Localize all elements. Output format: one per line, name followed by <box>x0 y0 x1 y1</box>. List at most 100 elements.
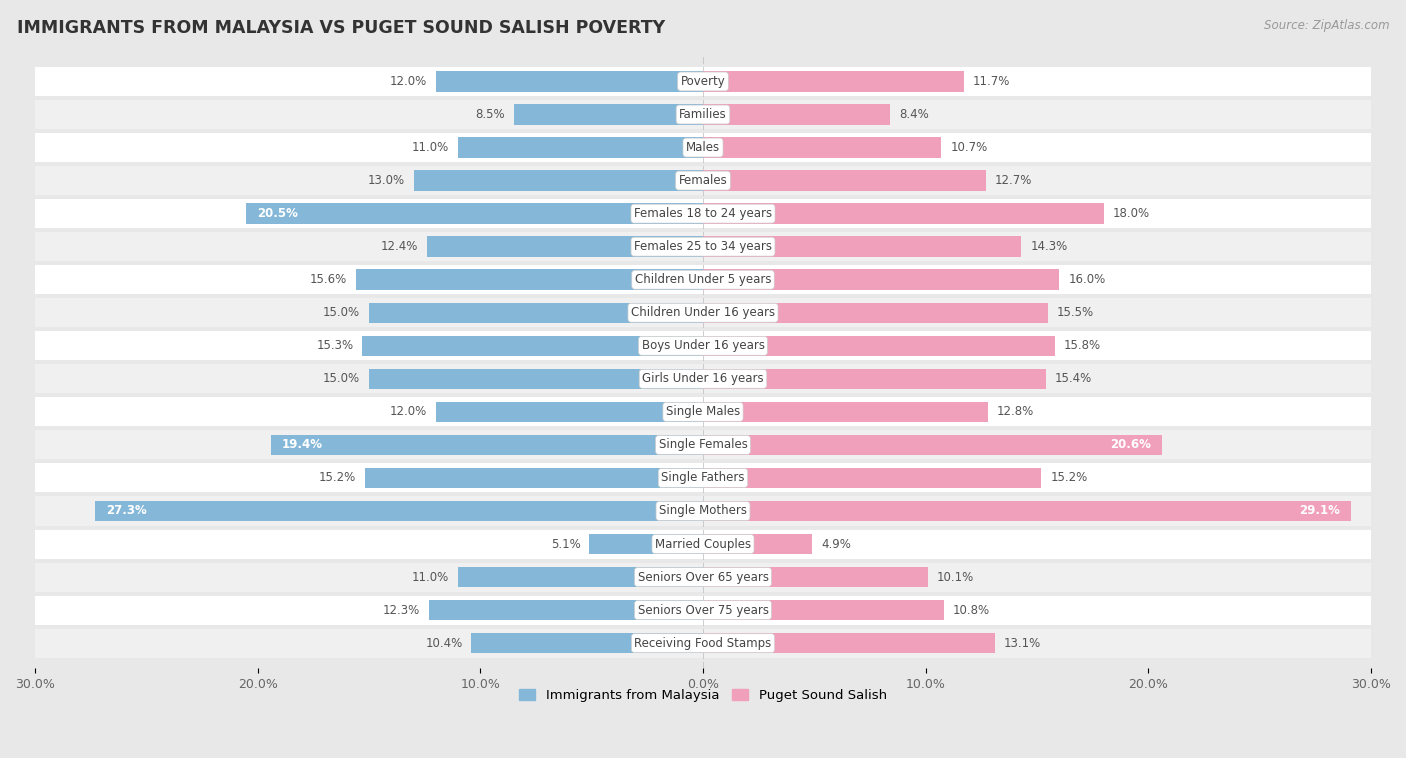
Text: 11.7%: 11.7% <box>973 75 1010 88</box>
Bar <box>363 336 703 356</box>
Bar <box>35 397 1371 427</box>
Bar <box>703 336 1054 356</box>
Bar <box>513 105 703 125</box>
Bar <box>35 133 1371 162</box>
Bar <box>35 199 1371 228</box>
Bar <box>703 567 928 587</box>
Text: Source: ZipAtlas.com: Source: ZipAtlas.com <box>1264 19 1389 32</box>
Bar <box>35 100 1371 129</box>
Bar <box>458 567 703 587</box>
Text: 15.0%: 15.0% <box>323 372 360 385</box>
Text: 8.4%: 8.4% <box>898 108 929 121</box>
Text: Single Females: Single Females <box>658 438 748 452</box>
Text: 27.3%: 27.3% <box>107 505 148 518</box>
Bar <box>35 365 1371 393</box>
Bar <box>703 368 1046 389</box>
Text: Boys Under 16 years: Boys Under 16 years <box>641 340 765 352</box>
Bar <box>96 501 703 522</box>
Text: 14.3%: 14.3% <box>1031 240 1067 253</box>
Text: 12.7%: 12.7% <box>994 174 1032 187</box>
Text: Seniors Over 75 years: Seniors Over 75 years <box>637 603 769 616</box>
Text: Females 18 to 24 years: Females 18 to 24 years <box>634 207 772 220</box>
Bar <box>703 171 986 191</box>
Text: 15.3%: 15.3% <box>316 340 353 352</box>
Text: 15.8%: 15.8% <box>1064 340 1101 352</box>
Text: 5.1%: 5.1% <box>551 537 581 550</box>
Bar <box>35 166 1371 195</box>
Bar <box>703 269 1059 290</box>
Bar <box>35 67 1371 96</box>
Bar <box>471 633 703 653</box>
Text: 13.1%: 13.1% <box>1004 637 1040 650</box>
Text: Single Males: Single Males <box>666 406 740 418</box>
Text: 13.0%: 13.0% <box>367 174 405 187</box>
Bar <box>271 434 703 455</box>
Bar <box>35 331 1371 360</box>
Bar <box>703 236 1021 257</box>
Bar <box>368 368 703 389</box>
Text: 12.3%: 12.3% <box>382 603 420 616</box>
Bar <box>703 468 1042 488</box>
Bar <box>703 600 943 620</box>
Text: 10.1%: 10.1% <box>936 571 974 584</box>
Bar <box>589 534 703 554</box>
Text: 18.0%: 18.0% <box>1112 207 1150 220</box>
Text: 12.0%: 12.0% <box>389 75 427 88</box>
Bar <box>703 71 963 92</box>
Bar <box>35 562 1371 591</box>
Bar <box>436 402 703 422</box>
Text: 20.5%: 20.5% <box>257 207 298 220</box>
Bar <box>703 105 890 125</box>
Bar <box>35 431 1371 459</box>
Bar <box>413 171 703 191</box>
Text: IMMIGRANTS FROM MALAYSIA VS PUGET SOUND SALISH POVERTY: IMMIGRANTS FROM MALAYSIA VS PUGET SOUND … <box>17 19 665 37</box>
Text: 15.6%: 15.6% <box>309 273 347 287</box>
Bar <box>703 137 941 158</box>
Text: 29.1%: 29.1% <box>1299 505 1340 518</box>
Text: Females 25 to 34 years: Females 25 to 34 years <box>634 240 772 253</box>
Bar <box>703 633 994 653</box>
Text: 15.2%: 15.2% <box>318 471 356 484</box>
Bar <box>703 302 1047 323</box>
Text: 19.4%: 19.4% <box>283 438 323 452</box>
Text: Girls Under 16 years: Girls Under 16 years <box>643 372 763 385</box>
Bar <box>427 236 703 257</box>
Text: 10.4%: 10.4% <box>425 637 463 650</box>
Text: 12.4%: 12.4% <box>381 240 418 253</box>
Text: 11.0%: 11.0% <box>412 571 449 584</box>
Text: 8.5%: 8.5% <box>475 108 505 121</box>
Text: Poverty: Poverty <box>681 75 725 88</box>
Text: 4.9%: 4.9% <box>821 537 851 550</box>
Bar <box>35 232 1371 262</box>
Bar <box>356 269 703 290</box>
Text: 10.8%: 10.8% <box>952 603 990 616</box>
Bar <box>35 298 1371 327</box>
Bar <box>436 71 703 92</box>
Bar <box>429 600 703 620</box>
Text: 12.0%: 12.0% <box>389 406 427 418</box>
Bar <box>458 137 703 158</box>
Bar <box>368 302 703 323</box>
Text: Seniors Over 65 years: Seniors Over 65 years <box>637 571 769 584</box>
Text: 15.5%: 15.5% <box>1057 306 1094 319</box>
Legend: Immigrants from Malaysia, Puget Sound Salish: Immigrants from Malaysia, Puget Sound Sa… <box>515 684 891 707</box>
Text: Families: Families <box>679 108 727 121</box>
Text: 12.8%: 12.8% <box>997 406 1035 418</box>
Bar <box>246 203 703 224</box>
Bar <box>35 628 1371 658</box>
Text: Children Under 5 years: Children Under 5 years <box>634 273 772 287</box>
Text: Single Mothers: Single Mothers <box>659 505 747 518</box>
Bar <box>364 468 703 488</box>
Bar <box>35 596 1371 625</box>
Text: Children Under 16 years: Children Under 16 years <box>631 306 775 319</box>
Bar <box>35 463 1371 493</box>
Text: Males: Males <box>686 141 720 154</box>
Text: Single Fathers: Single Fathers <box>661 471 745 484</box>
Bar <box>703 501 1351 522</box>
Text: Receiving Food Stamps: Receiving Food Stamps <box>634 637 772 650</box>
Text: Married Couples: Married Couples <box>655 537 751 550</box>
Text: 16.0%: 16.0% <box>1069 273 1105 287</box>
Text: 10.7%: 10.7% <box>950 141 987 154</box>
Text: 11.0%: 11.0% <box>412 141 449 154</box>
Text: 15.4%: 15.4% <box>1054 372 1092 385</box>
